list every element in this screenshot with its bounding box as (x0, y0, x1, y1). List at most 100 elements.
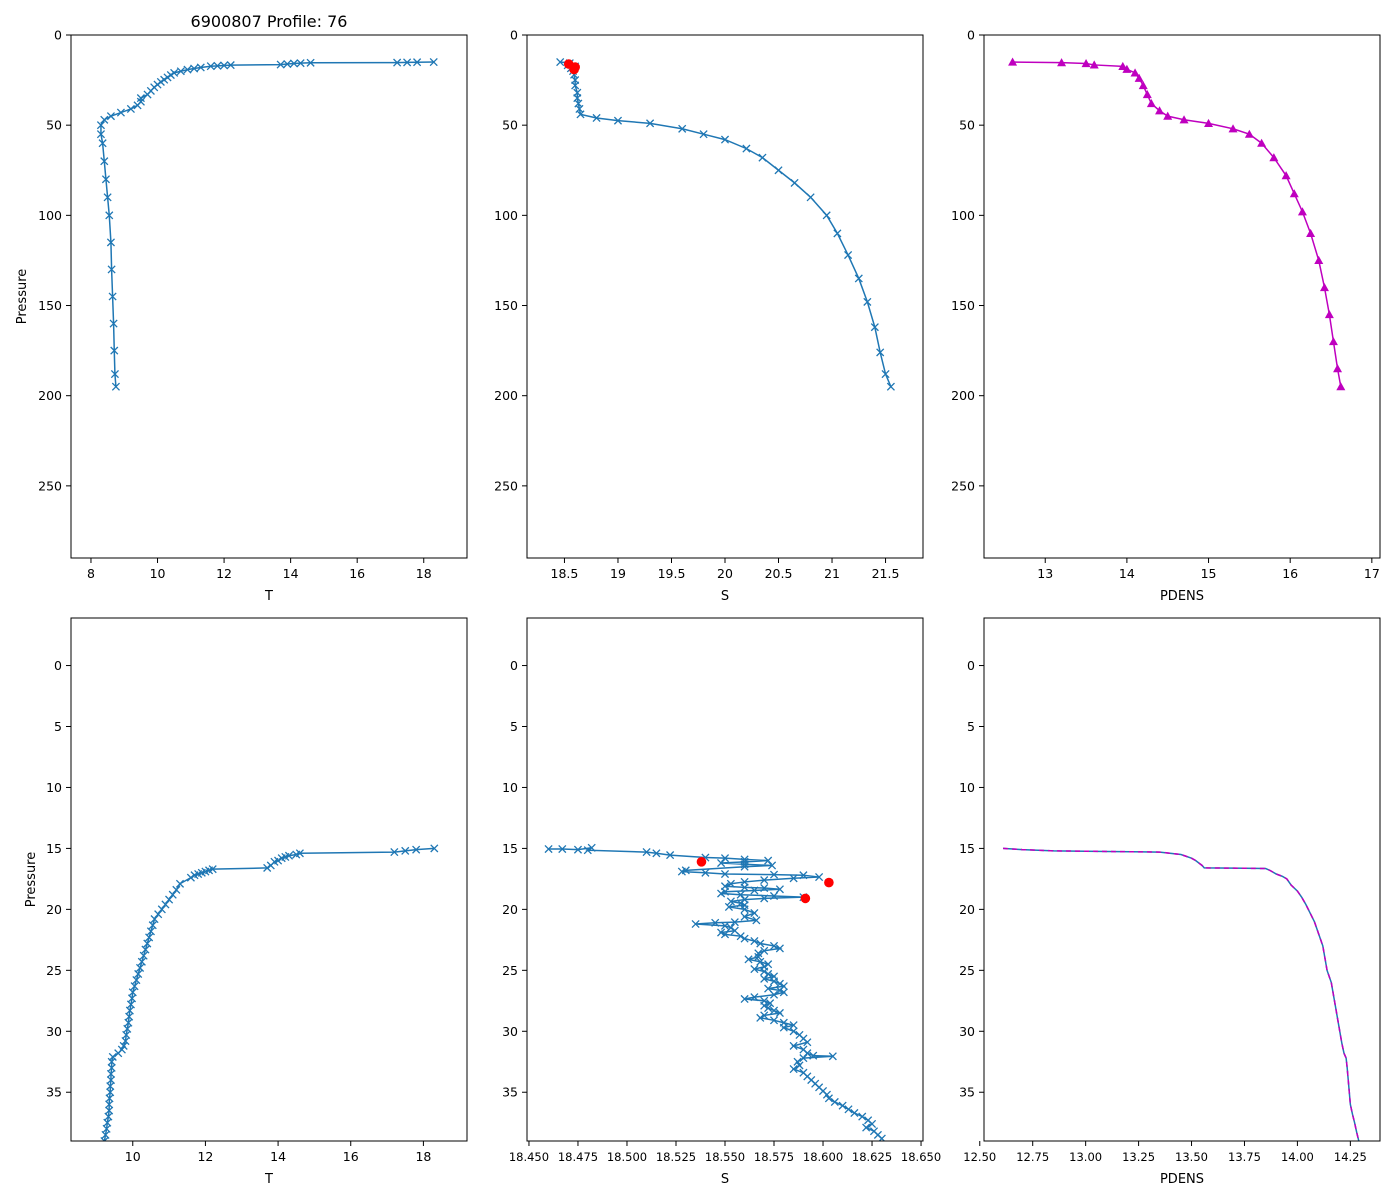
data-point-x-marker (769, 891, 779, 901)
data-point-triangle-marker (1333, 364, 1343, 373)
data-point-triangle-marker (1163, 111, 1173, 120)
x-tick-label: 19 (610, 566, 626, 581)
data-point-x-marker (134, 969, 143, 979)
data-point-x-marker (107, 1057, 116, 1066)
x-tick-label: 18.5 (551, 566, 579, 581)
data-point-triangle-marker (1314, 255, 1324, 265)
data-point-x-marker (740, 994, 749, 1004)
data-point-x-marker (809, 1051, 818, 1060)
data-point-x-marker (795, 1061, 804, 1070)
x-tick-label: 18 (415, 1149, 431, 1164)
data-point-x-marker (750, 965, 759, 974)
data-point-x-marker (838, 1101, 847, 1110)
x-tick-label: 18.625 (852, 1150, 892, 1164)
axes-frame (70, 617, 468, 1142)
data-point-x-marker (701, 868, 710, 877)
data-point-triangle-marker (1319, 282, 1329, 292)
data-point-x-marker (769, 870, 779, 879)
data-point-x-marker (881, 369, 890, 379)
data-point-x-marker (760, 894, 769, 903)
y-tick-label: 50 (502, 118, 518, 133)
chart-top-s: 18.5 19 19.5 20 20.5 21 21.5 0 50 100 150 200 250 S (494, 28, 924, 604)
data-point-x-marker (175, 879, 185, 888)
data-point-x-marker (775, 944, 784, 953)
x-tick-label: 20 (717, 566, 733, 581)
y-tick-label: 10 (959, 780, 975, 795)
data-point-x-marker (108, 292, 117, 301)
plot-area (556, 57, 895, 391)
axes-frame (983, 34, 1381, 559)
data-point-triangle-marker (1142, 90, 1152, 99)
data-point-triangle-marker (1122, 64, 1132, 73)
data-point-x-marker (107, 265, 116, 274)
y-tick-label: 35 (46, 1085, 62, 1100)
y-tick-label: 100 (951, 208, 975, 223)
data-point-x-marker (146, 927, 155, 936)
data-point-x-marker (145, 933, 154, 942)
data-point-triangle-marker (1228, 124, 1238, 133)
data-point-x-marker (109, 319, 118, 328)
data-point-x-marker (766, 999, 775, 1008)
x-tick-label: 20.5 (765, 566, 793, 581)
data-point-triangle-marker (1134, 73, 1144, 82)
x-tick-label: 12.75 (1016, 1150, 1049, 1164)
y-tick-label: 30 (46, 1024, 62, 1039)
x-tick-label: 13.00 (1069, 1150, 1102, 1164)
data-point-x-marker (740, 912, 749, 921)
data-point-triangle-marker (1089, 60, 1099, 69)
data-point-x-marker (544, 844, 553, 854)
data-point-x-marker (678, 124, 687, 133)
data-point-x-marker (592, 113, 601, 123)
data-point-x-marker (413, 58, 422, 67)
data-point-x-marker (666, 851, 675, 860)
data-point-x-marker (276, 60, 285, 69)
data-point-x-marker (720, 869, 730, 879)
data-point-x-marker (754, 952, 763, 961)
x-tick-label: 21 (824, 566, 840, 581)
data-point-x-marker (613, 116, 623, 125)
x-tick-label: 14.25 (1334, 1150, 1367, 1164)
y-tick-label: 5 (967, 719, 975, 734)
data-point-x-marker (724, 902, 733, 911)
y-tick-label: 250 (494, 478, 518, 493)
y-axis-label: Pressure (24, 852, 39, 908)
data-point-x-marker (105, 1094, 114, 1103)
data-point-x-marker (764, 856, 773, 865)
data-point-x-marker (699, 130, 708, 139)
y-tick-label: 5 (54, 719, 62, 734)
data-point-x-marker (571, 81, 580, 90)
data-point-x-marker (296, 59, 305, 68)
x-tick-label: 18.525 (656, 1150, 696, 1164)
qc-flag-point (800, 893, 811, 904)
data-point-x-marker (736, 899, 745, 908)
x-tick-label: 10 (125, 1149, 141, 1164)
data-point-x-marker (750, 908, 759, 918)
data-point-x-marker (799, 1054, 808, 1063)
data-point-x-marker (576, 110, 585, 119)
data-point-x-marker (573, 845, 583, 854)
x-tick-label: 13 (1037, 566, 1053, 581)
data-point-x-marker (583, 846, 592, 855)
data-point-x-marker (186, 873, 195, 882)
data-point-x-marker (764, 960, 773, 969)
qc-flag-point (696, 857, 707, 867)
data-point-x-marker (720, 887, 730, 896)
data-point-x-marker (756, 1013, 765, 1022)
data-point-x-marker (105, 211, 114, 220)
x-tick-label: 14 (1119, 566, 1135, 581)
data-point-x-marker (110, 369, 119, 379)
x-tick-label: 19.5 (658, 566, 686, 581)
x-tick-label: 12 (197, 1149, 213, 1164)
data-point-x-marker (106, 112, 115, 121)
chart-top-t: 8 10 12 14 16 18 0 50 100 150 200 250 T Pressure (15, 28, 468, 604)
y-tick-label: 30 (959, 1024, 975, 1039)
data-point-x-marker (100, 1136, 109, 1141)
y-tick-label: 200 (494, 388, 518, 403)
data-point-x-marker (111, 382, 120, 391)
data-point-triangle-marker (1057, 58, 1067, 67)
x-axis-label: PDENS (1160, 1172, 1204, 1187)
y-tick-label: 25 (959, 963, 975, 978)
x-tick-label: 16 (1282, 566, 1298, 581)
data-point-x-marker (775, 986, 784, 995)
data-point-x-marker (850, 1108, 859, 1118)
